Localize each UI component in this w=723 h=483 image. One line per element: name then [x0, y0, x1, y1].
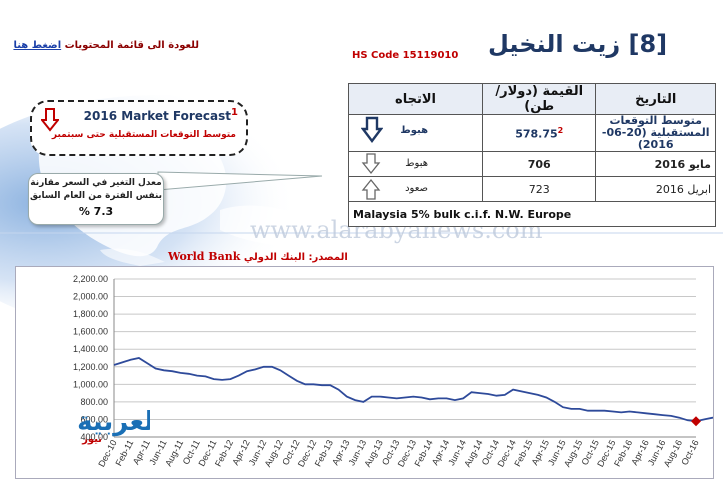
table-header-row: الاتجاه القيمة (دولار/طن) التاريخ — [347, 83, 716, 115]
back-to-contents-label: للعودة الى قائمة المحتويات — [64, 40, 199, 51]
y-tick-label: 2,200.00 — [73, 274, 108, 284]
forecast-year: 2016 — [83, 109, 118, 123]
price-chart-svg: 400.00 600.00 800.00 1,000.00 1,200.00 1,400.… — [73, 274, 713, 469]
table-row: هبوط 706 مايو 2016 — [347, 151, 716, 177]
forecast-point-marker — [691, 416, 701, 427]
date-cell: متوسط التوقعات المستقبلية (20-06-2016) — [595, 114, 716, 152]
back-to-contents-link[interactable]: اضغط هنا — [13, 40, 62, 51]
header-value: القيمة (دولار/طن) — [482, 83, 597, 115]
price-series-line — [113, 357, 713, 423]
table-note: Malaysia 5% bulk c.i.f. N.W. Europe — [348, 201, 716, 227]
price-chart: 400.00 600.00 800.00 1,000.00 1,200.00 1,400.… — [15, 266, 714, 479]
forecast-title: 2016 Market Forecast1 — [84, 107, 238, 123]
back-to-contents: للعودة الى قائمة المحتويات اضغط هنا — [4, 40, 199, 51]
source-line: المصدر: البنك الدولي World Bank — [168, 250, 348, 263]
header-date: التاريخ — [595, 83, 716, 115]
price-change-value: 7.3 % — [78, 205, 114, 218]
arrow-up-icon — [361, 178, 381, 200]
forecast-footnote: 1 — [231, 107, 238, 118]
price-table: الاتجاه القيمة (دولار/طن) التاريخ هبوط 5… — [347, 83, 716, 227]
direction-cell: هبوط — [347, 151, 484, 177]
table-row: صعود 723 ابريل 2016 — [347, 176, 716, 202]
y-tick-label: 2,000.00 — [73, 292, 108, 302]
table-row: هبوط 578.752 متوسط التوقعات المستقبلية (… — [347, 114, 716, 152]
table-note-row: Malaysia 5% bulk c.i.f. N.W. Europe — [348, 201, 716, 227]
arrow-down-icon — [361, 153, 381, 175]
date-cell: مايو 2016 — [595, 151, 716, 177]
value-cell: 706 — [482, 151, 597, 177]
direction-label: هبوط — [405, 158, 429, 169]
value-cell: 578.752 — [482, 114, 597, 152]
y-tick-label: 1,600.00 — [73, 327, 108, 337]
value-text: 578.75 — [515, 127, 558, 141]
market-forecast-box: 2016 Market Forecast1 متوسط التوقعات الم… — [30, 100, 248, 156]
direction-cell: هبوط — [347, 114, 484, 152]
y-tick-label: 1,200.00 — [73, 362, 108, 372]
header-direction: الاتجاه — [347, 83, 484, 115]
date-cell: ابريل 2016 — [595, 176, 716, 202]
logo-sub: نيوز — [81, 434, 102, 445]
direction-cell: صعود — [347, 176, 484, 202]
y-tick-label: 800.00 — [80, 397, 108, 407]
forecast-subtitle: متوسط التوقعات المستقبلية حتى سبتمبر — [51, 130, 236, 140]
page-title: [8] زيت النخيل — [488, 30, 668, 58]
y-tick-label: 1,800.00 — [73, 309, 108, 319]
y-tick-label: 400.00 — [80, 432, 108, 442]
arrow-down-icon — [41, 108, 59, 132]
alarabiya-logo: العربية نيوز — [77, 407, 150, 445]
direction-label: هبوط — [400, 125, 429, 136]
y-tick-label: 600.00 — [80, 414, 108, 424]
logo-text: العربية — [77, 407, 150, 437]
arrow-down-icon — [361, 116, 383, 143]
forecast-title-text: Market Forecast — [121, 109, 232, 123]
hs-code: HS Code 15119010 — [352, 50, 459, 61]
y-tick-label: 1,400.00 — [73, 344, 108, 354]
price-change-callout: معدل التغير في السعر مقارنة بنفس الفترة … — [28, 173, 164, 225]
value-cell: 723 — [482, 176, 597, 202]
price-change-label: معدل التغير في السعر مقارنة بنفس الفترة … — [30, 178, 162, 201]
source-label: المصدر: البنك الدولي — [243, 252, 348, 263]
direction-label: صعود — [405, 183, 429, 194]
source-name: World Bank — [168, 250, 241, 263]
value-footnote: 2 — [557, 125, 564, 135]
callout-pointer — [157, 171, 323, 191]
y-tick-label: 1,000.00 — [73, 379, 108, 389]
